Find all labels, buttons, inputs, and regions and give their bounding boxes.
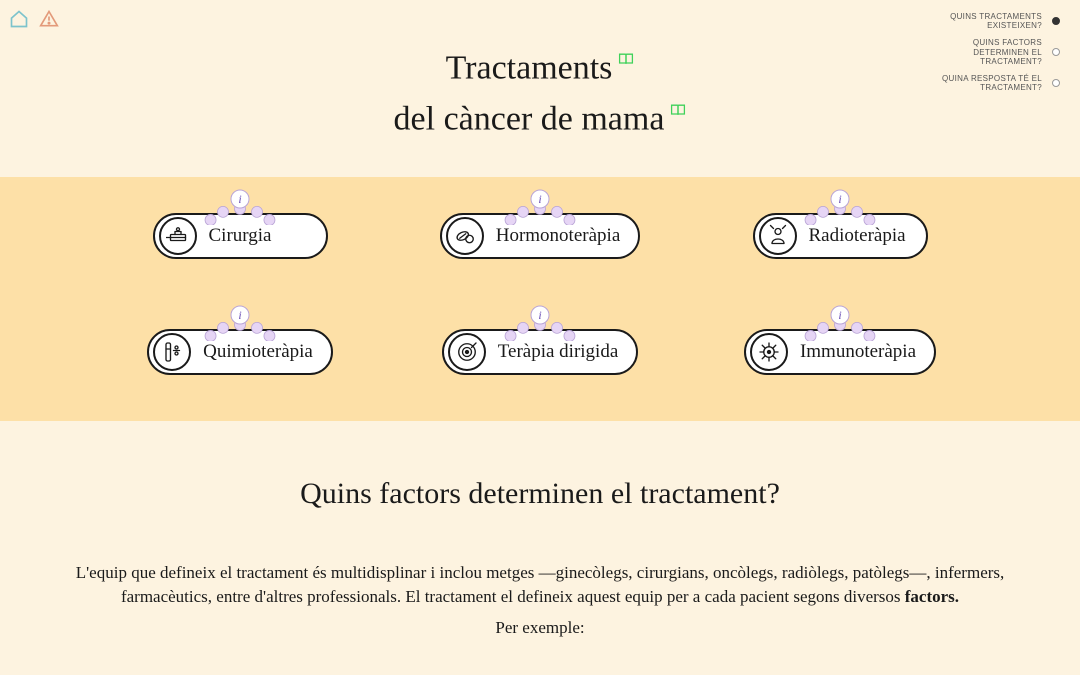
factors-para: L'equip que defineix el tractament és mu… — [60, 561, 1020, 610]
nav-item-factors[interactable]: QUINS FACTORS DETERMINEN EL TRACTAMENT? — [932, 38, 1060, 66]
book-icon[interactable] — [670, 87, 686, 126]
svg-text:i: i — [838, 308, 841, 322]
factors-heading: Quins factors determinen el tractament? — [40, 477, 1040, 511]
treatments-band: i Cirurgia i Hormonoteràpia i Radioteràp… — [0, 177, 1080, 421]
nav-label: QUINA RESPOSTA TÉ EL TRACTAMENT? — [932, 74, 1042, 92]
info-orbit-icon[interactable]: i — [785, 301, 895, 341]
side-nav: QUINS TRACTAMENTS EXISTEIXEN? QUINS FACT… — [932, 12, 1060, 92]
info-orbit-icon[interactable]: i — [185, 185, 295, 225]
nav-label: QUINS TRACTAMENTS EXISTEIXEN? — [932, 12, 1042, 30]
treatment-label: Quimioteràpia — [203, 341, 313, 363]
alert-icon[interactable] — [38, 8, 60, 30]
target-icon — [448, 333, 486, 371]
treatment-label: Hormonoteràpia — [496, 225, 621, 247]
factors-section: Quins factors determinen el tractament? … — [0, 421, 1080, 641]
immuno-icon — [750, 333, 788, 371]
nav-item-response[interactable]: QUINA RESPOSTA TÉ EL TRACTAMENT? — [932, 74, 1060, 92]
treatment-label: Radioteràpia — [809, 225, 906, 247]
nav-label: QUINS FACTORS DETERMINEN EL TRACTAMENT? — [932, 38, 1042, 66]
treatment-label: Cirurgia — [209, 225, 272, 247]
nav-bullet — [1052, 79, 1060, 87]
info-orbit-icon[interactable]: i — [185, 301, 295, 341]
page-title: Tractaments del càncer de mama — [0, 0, 1080, 139]
svg-text:i: i — [538, 192, 541, 206]
factors-para-2: Per exemple: — [60, 616, 1020, 641]
treatment-label: Immunoteràpia — [800, 341, 916, 363]
svg-text:i: i — [238, 308, 241, 322]
book-icon[interactable] — [618, 36, 634, 75]
svg-text:i: i — [538, 308, 541, 322]
nav-bullet — [1052, 17, 1060, 25]
pills-icon — [446, 217, 484, 255]
nav-item-treatments[interactable]: QUINS TRACTAMENTS EXISTEIXEN? — [932, 12, 1060, 30]
info-orbit-icon[interactable]: i — [485, 185, 595, 225]
info-orbit-icon[interactable]: i — [485, 301, 595, 341]
treatment-label: Teràpia dirigida — [498, 341, 619, 363]
info-orbit-icon[interactable]: i — [785, 185, 895, 225]
svg-text:i: i — [838, 192, 841, 206]
svg-text:i: i — [238, 192, 241, 206]
nav-bullet — [1052, 48, 1060, 56]
home-icon[interactable] — [8, 8, 30, 30]
